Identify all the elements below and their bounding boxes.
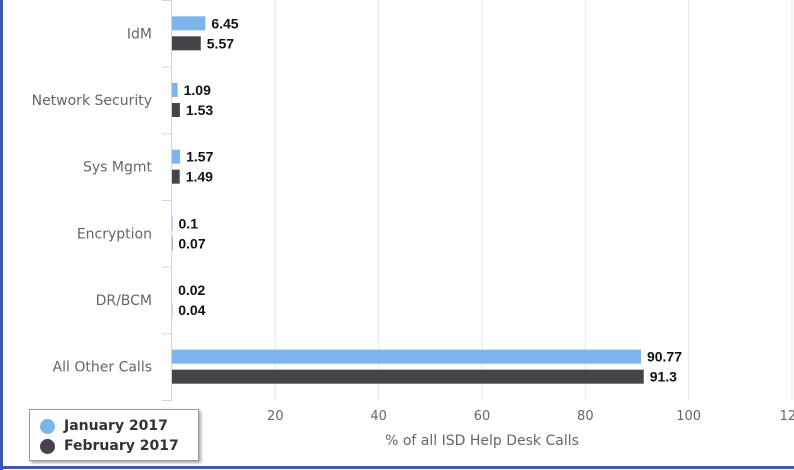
- bar-january[interactable]: [172, 349, 641, 364]
- bar-february[interactable]: [172, 169, 180, 184]
- data-label: 1.57: [186, 149, 213, 165]
- legend-label-february: February 2017: [64, 438, 179, 454]
- category-label: Sys Mgmt: [83, 160, 153, 176]
- category-label: Encryption: [77, 226, 152, 242]
- category-label: All Other Calls: [53, 360, 152, 376]
- bars-group: [172, 16, 644, 384]
- category-label: Network Security: [32, 93, 152, 109]
- x-tick-label: 20: [267, 409, 284, 424]
- data-label: 1.53: [186, 102, 213, 118]
- bar-february[interactable]: [172, 369, 644, 384]
- data-label: 1.09: [184, 82, 211, 98]
- data-label: 0.1: [179, 215, 199, 231]
- x-tick-label: 100: [676, 409, 701, 424]
- bar-february[interactable]: [172, 103, 180, 117]
- legend-marker-february: [40, 438, 55, 454]
- legend: January 2017 February 2017: [29, 409, 199, 461]
- data-label: 6.45: [211, 15, 238, 31]
- data-label: 90.77: [647, 349, 682, 365]
- data-label: 0.02: [178, 282, 205, 298]
- frame-bottom-border: [0, 466, 794, 469]
- frame-left-border: [0, 0, 3, 470]
- x-axis-label: % of all ISD Help Desk Calls: [385, 433, 579, 449]
- data-label: 0.04: [178, 302, 205, 318]
- data-label: 1.49: [186, 169, 213, 185]
- x-tick-label: 60: [474, 409, 491, 424]
- bar-january[interactable]: [172, 16, 206, 31]
- x-tick-label: 80: [577, 409, 594, 424]
- legend-item-january[interactable]: January 2017: [40, 416, 198, 436]
- bar-january[interactable]: [172, 83, 178, 97]
- data-label: 5.57: [207, 35, 234, 51]
- data-label: 0.07: [178, 235, 205, 251]
- bar-february[interactable]: [172, 36, 201, 51]
- data-label: 91.3: [650, 369, 677, 385]
- bar-january[interactable]: [172, 149, 181, 164]
- grid-lines: [274, 0, 793, 400]
- legend-label-january: January 2017: [64, 418, 168, 434]
- legend-item-february[interactable]: February 2017: [40, 436, 198, 456]
- legend-marker-january: [40, 418, 55, 434]
- category-label: IdM: [127, 26, 152, 42]
- x-tick-label: 40: [370, 409, 387, 424]
- category-label: DR/BCM: [96, 293, 152, 309]
- x-tick-label: 120: [780, 409, 794, 424]
- y-axis: [162, 0, 172, 401]
- bar-january[interactable]: [172, 216, 173, 231]
